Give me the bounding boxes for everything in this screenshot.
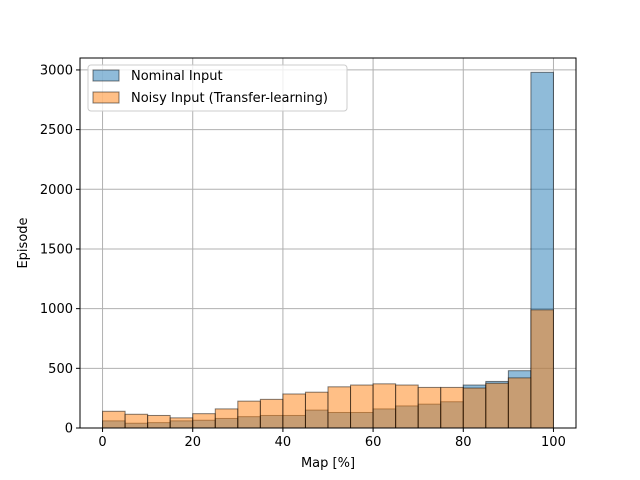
bar-noisy-bin-17 (485, 382, 509, 429)
x-tick-label: 20 (184, 435, 201, 450)
bar-noisy-bin-8 (282, 393, 306, 429)
y-axis-label: Episode (16, 217, 31, 268)
y-tick-label: 0 (65, 422, 73, 437)
bar-noisy-bin-15 (440, 386, 464, 429)
x-tick-label: 0 (98, 435, 106, 450)
bar-noisy-bin-5 (214, 408, 239, 429)
bars (102, 71, 554, 429)
x-tick-label: 80 (455, 435, 472, 450)
bar-noisy-bin-0 (102, 410, 126, 429)
bar-noisy-bin-4 (192, 413, 216, 429)
x-tick-label: 40 (275, 435, 292, 450)
x-axis-label: Map [%] (301, 456, 355, 471)
bar-noisy-bin-1 (124, 413, 149, 429)
bar-noisy-bin-6 (237, 400, 261, 429)
legend-label-noisy: Noisy Input (Transfer-learning) (131, 91, 328, 106)
bar-noisy-bin-3 (169, 417, 194, 429)
y-tick-label: 500 (48, 362, 73, 377)
legend: Nominal Input Noisy Input (Transfer-lear… (87, 64, 348, 112)
bar-noisy-bin-16 (462, 387, 487, 429)
legend-label-nominal: Nominal Input (131, 69, 223, 84)
bar-noisy-bin-12 (372, 383, 397, 429)
plot-frame (79, 57, 577, 429)
y-tick-label: 2000 (40, 183, 73, 198)
y-tick-label: 3000 (40, 63, 73, 78)
x-tick-label: 60 (365, 435, 382, 450)
x-tick-label: 100 (541, 435, 566, 450)
legend-swatch-noisy (92, 91, 120, 104)
y-tick-label: 2500 (40, 123, 73, 138)
legend-swatch-nominal (92, 69, 120, 82)
grid (80, 58, 576, 429)
bar-noisy-bin-10 (327, 386, 352, 429)
bar-noisy-bin-7 (259, 398, 284, 429)
bar-noisy-bin-9 (304, 391, 329, 429)
legend-box (87, 64, 348, 112)
y-tick-label: 1500 (40, 242, 73, 257)
bar-noisy-bin-13 (395, 384, 419, 429)
bar-noisy-bin-2 (147, 414, 171, 429)
bar-noisy-bin-14 (417, 386, 442, 429)
bar-noisy-bin-18 (507, 377, 532, 429)
bar-noisy-bin-11 (350, 384, 374, 429)
bar-noisy-bin-19 (530, 309, 554, 429)
y-tick-label: 1000 (40, 302, 73, 317)
